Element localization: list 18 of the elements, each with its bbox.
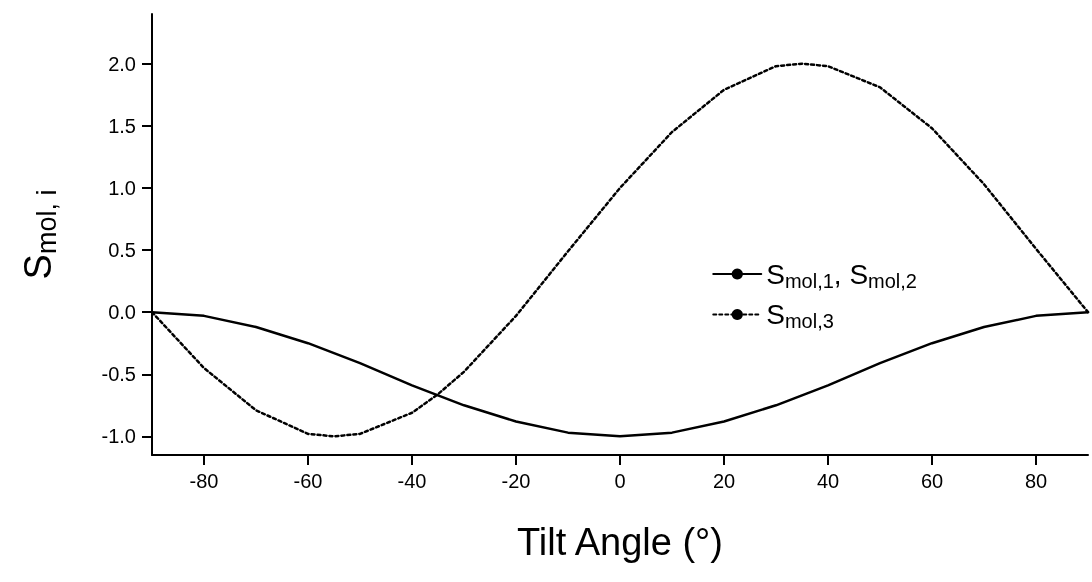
y-axis-title: Smol, i	[17, 189, 62, 280]
y-tick-label: -0.5	[101, 363, 136, 386]
x-axis-title: Tilt Angle (°)	[517, 521, 723, 563]
x-tick-label: 0	[614, 470, 626, 492]
y-tick-label: 0.5	[108, 239, 136, 262]
x-tick-label: 60	[920, 470, 944, 492]
y-tick-label: -1.0	[101, 425, 136, 448]
x-tick-label: -60	[293, 470, 323, 492]
y-tick-label: 1.5	[108, 114, 136, 137]
x-tick-label: -40	[397, 470, 427, 492]
x-tick-label: 40	[816, 470, 840, 492]
y-tick-label: 0.0	[108, 301, 136, 324]
y-tick-label: 1.0	[108, 176, 136, 199]
x-tick-label: -80	[189, 470, 219, 492]
x-tick-label: 20	[712, 470, 736, 492]
y-tick-label: 2.0	[108, 52, 136, 75]
x-tick-label: 80	[1024, 470, 1048, 492]
x-tick-label: -20	[501, 470, 531, 492]
